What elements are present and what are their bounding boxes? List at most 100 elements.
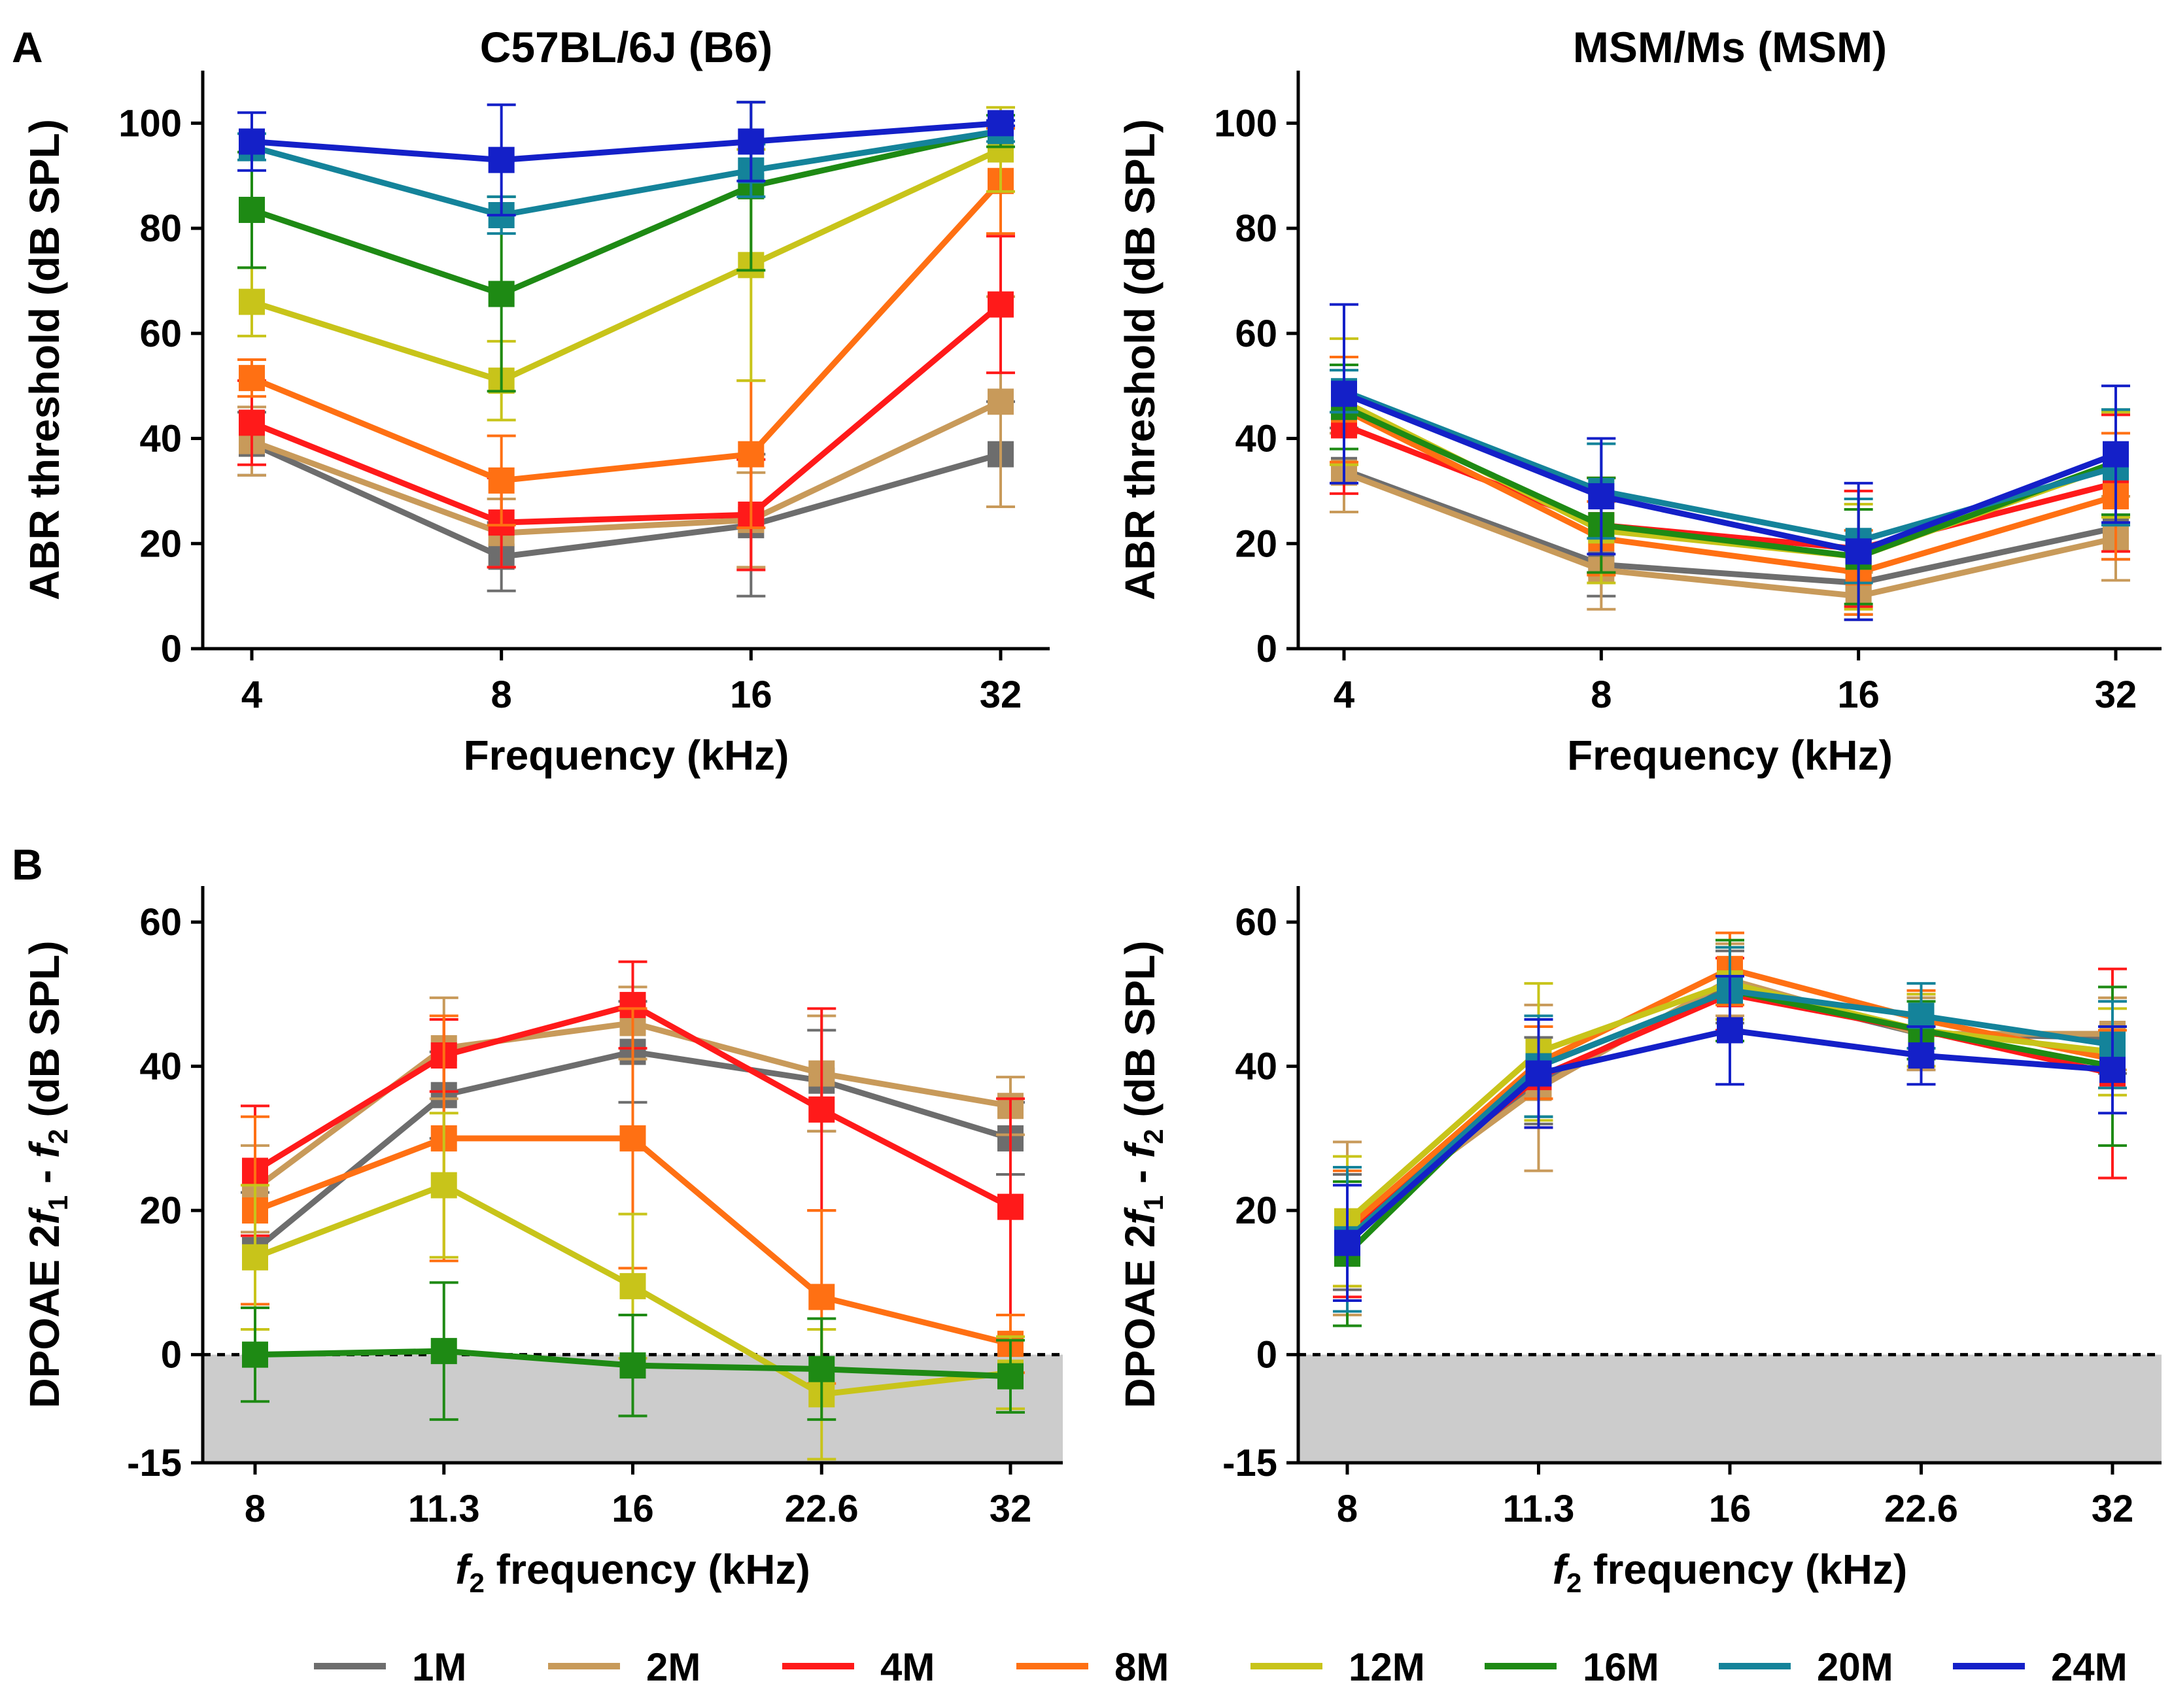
x-tick-label: 22.6 [785,1488,859,1530]
series-20M [237,118,1015,235]
data-point [239,288,265,315]
x-tick-label: 8 [1337,1488,1358,1530]
chart-B-left: -15 0 20 40 60 8 11.3 16 22.6 32 f2​ frequency (kH… [21,886,1063,1598]
data-point [430,1338,457,1365]
series-line [251,120,1001,163]
legend-entry-24M: 24M [1953,1645,2128,1689]
data-point [997,1363,1024,1390]
series-line [1343,470,2116,600]
data-point [988,291,1014,318]
x-tick-label: 11.3 [408,1488,480,1530]
series-line [250,146,1002,384]
chart-A-right: 0 20 40 60 80 100 4 8 16 32 MSM/Ms (MSM) Frequency … [1116,23,2162,779]
data-point [239,128,265,155]
y-tick-label: 60 [1235,313,1277,355]
data-point [1845,538,1872,565]
series-line [250,399,1002,536]
data-point [242,1341,268,1368]
data-point [738,441,765,468]
legend-label: 16M [1583,1645,1659,1689]
data-point [2103,441,2129,468]
legend: 1M 2M 4M 8M 12M 16M 20M 24M [314,1645,2128,1689]
data-point [488,467,515,494]
series-line [250,302,1003,526]
legend-label: 8M [1114,1645,1169,1689]
y-tick-label: 100 [1214,102,1277,145]
x-axis-label: Frequency (kHz) [464,732,789,779]
legend-entry-20M: 20M [1719,1645,1893,1689]
x-tick-label: 4 [241,674,262,716]
y-tick-label: 20 [1235,1189,1277,1232]
data-point [619,1352,646,1379]
x-tick-label: 32 [990,1488,1032,1530]
series-line [250,128,1001,298]
x-tick-label: 11.3 [1503,1488,1575,1530]
legend-entry-2M: 2M [548,1645,700,1689]
data-point [1908,1042,1935,1069]
x-axis-label: f2​ frequency (kHz) [1553,1546,1908,1598]
panel-label-a: A [12,23,43,71]
y-tick-label: 80 [139,207,182,250]
data-point [808,1096,835,1123]
series-12M [1330,337,2130,611]
legend-entry-4M: 4M [782,1645,935,1689]
data-point [488,146,515,173]
legend-label: 2M [646,1645,700,1689]
y-tick-label: 40 [139,1046,182,1088]
data-point [619,1272,646,1299]
y-tick-label: 60 [139,901,182,944]
y-tick-label: -15 [1222,1442,1277,1484]
data-point [1334,1229,1360,1256]
y-tick-label: 0 [161,628,182,670]
y-tick-label: 20 [139,522,182,565]
chart-B-right: -15 0 20 40 60 8 11.3 16 22.6 32 f2​ frequency (kH… [1116,886,2162,1598]
data-point [488,281,515,307]
series-line [250,128,1001,218]
data-point [997,1193,1024,1220]
data-point [988,388,1014,415]
y-tick-label: 0 [161,1334,182,1376]
series-line [250,179,1003,484]
series-8M [237,127,1015,530]
chart-title: C57BL/6J (B6) [480,23,772,71]
legend-entry-8M: 8M [1016,1645,1169,1689]
series-24M [237,101,1015,216]
x-tick-label: 32 [2092,1488,2134,1530]
x-tick-label: 8 [245,1488,266,1530]
series-24M [1330,303,2130,621]
y-tick-label: 20 [139,1189,182,1232]
y-tick-label: 40 [139,418,182,460]
data-point [242,1244,268,1271]
y-tick-label: 60 [139,313,182,355]
series-4M [237,235,1015,572]
series-1M [237,400,1015,598]
y-tick-label: 80 [1235,207,1277,250]
data-point [1588,483,1615,509]
y-tick-label: 40 [1235,1046,1277,1088]
y-tick-label: 60 [1235,901,1277,944]
data-point [808,1284,835,1310]
legend-label: 12M [1349,1645,1425,1689]
legend-label: 1M [412,1645,466,1689]
series-line [250,441,1002,560]
x-tick-label: 22.6 [1884,1488,1958,1530]
chart-title: MSM/Ms (MSM) [1573,23,1887,71]
x-tick-label: 8 [491,674,512,716]
legend-label: 24M [2051,1645,2128,1689]
series-24M [1333,974,2127,1302]
x-tick-label: 16 [1709,1488,1751,1530]
data-point [2099,1057,2126,1084]
x-tick-label: 16 [1837,674,1880,716]
x-axis-label: f2​ frequency (kHz) [455,1546,810,1598]
x-axis-label: Frequency (kHz) [1567,732,1893,779]
y-axis-label: ABR threshold (dB SPL) [21,119,68,600]
panel-label-b: B [12,840,43,889]
series-line [1342,407,2117,575]
x-tick-label: 16 [612,1488,654,1530]
series-16M [1330,364,2130,606]
data-point [1331,381,1357,407]
data-point [1525,1060,1552,1087]
chart-A-left: 0 20 40 60 80 100 4 8 16 32 C57BL/6J (B6) Frequency… [21,23,1050,779]
data-point [1908,1002,1935,1029]
